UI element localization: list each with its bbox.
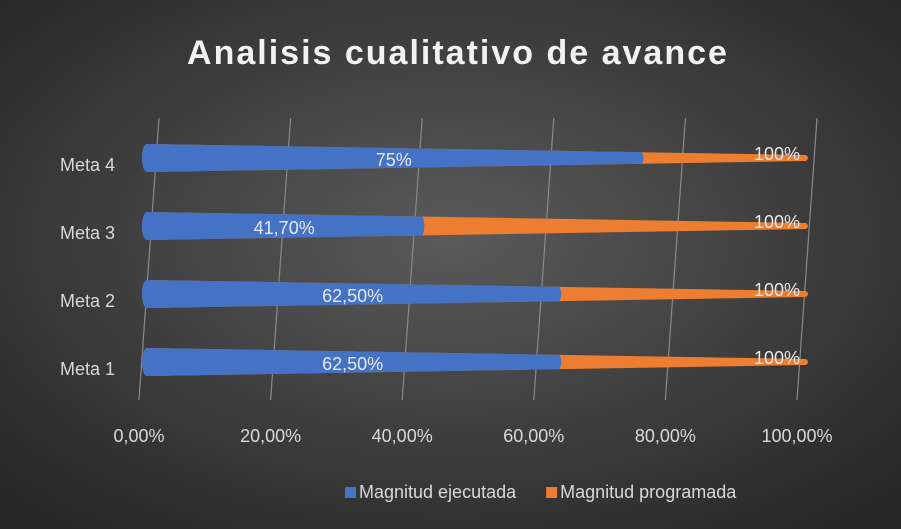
value-label: 100% — [754, 144, 800, 164]
x-tick-label: 60,00% — [503, 426, 564, 446]
x-tick-label: 80,00% — [635, 426, 696, 446]
x-tick-label: 20,00% — [240, 426, 301, 446]
value-label: 41,70% — [254, 218, 315, 238]
value-label: 75% — [376, 150, 412, 170]
value-label: 62,50% — [322, 354, 383, 374]
y-tick-label: Meta 2 — [60, 291, 115, 311]
bar — [142, 280, 562, 308]
x-tick-label: 40,00% — [372, 426, 433, 446]
value-label: 100% — [754, 280, 800, 300]
y-tick-label: Meta 1 — [60, 359, 115, 379]
legend-label: Magnitud programada — [560, 482, 737, 502]
grid-line — [796, 117, 818, 401]
value-label: 100% — [754, 348, 800, 368]
legend-swatch — [345, 487, 356, 498]
legend-swatch — [546, 487, 558, 498]
bar — [142, 212, 425, 240]
y-tick-label: Meta 3 — [60, 223, 115, 243]
chart-title: Analisis cualitativo de avance — [187, 34, 729, 72]
legend-label: Magnitud ejecutada — [359, 482, 517, 502]
value-label: 100% — [754, 212, 800, 232]
bar — [142, 144, 644, 172]
bar — [142, 348, 562, 376]
y-tick-label: Meta 4 — [60, 155, 115, 175]
grid-line — [664, 117, 686, 401]
x-tick-label: 0,00% — [113, 426, 164, 446]
value-label: 62,50% — [322, 286, 383, 306]
x-tick-label: 100,00% — [761, 426, 832, 446]
